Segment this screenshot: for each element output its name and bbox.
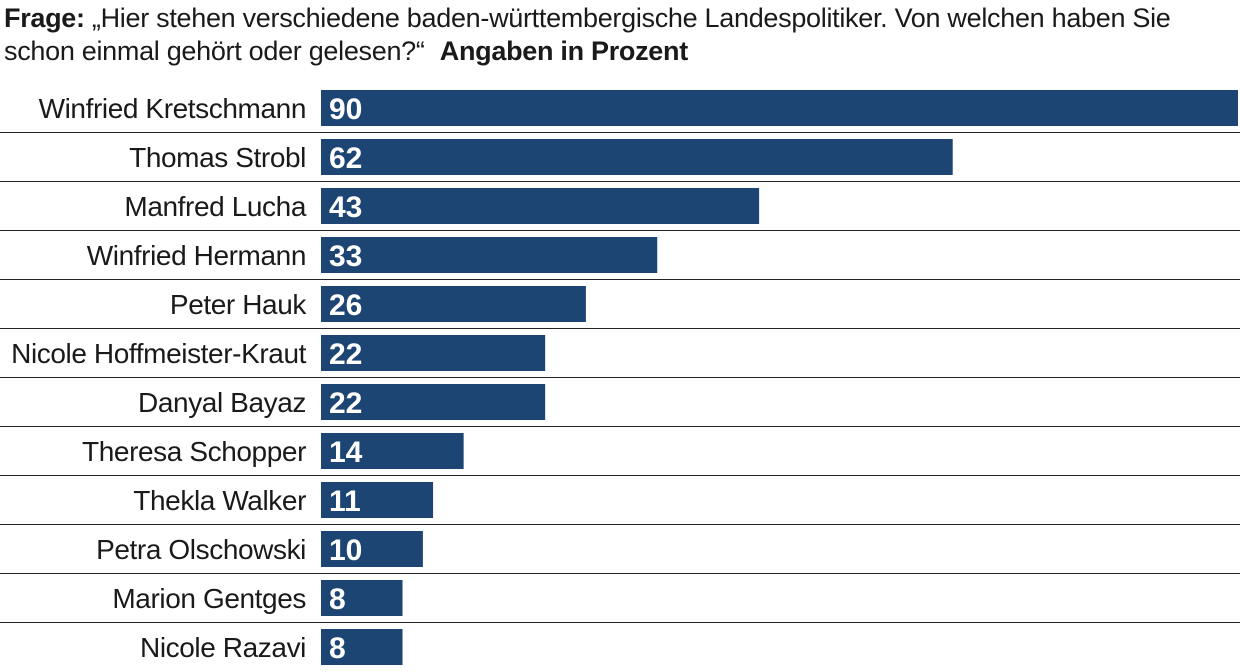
bar-row: Winfried Kretschmann 90 [39,90,1238,126]
bar-value-label: 43 [329,191,362,224]
bar-value-label: 22 [329,387,362,420]
category-label: Theresa Schopper [82,436,306,467]
category-label: Winfried Hermann [87,240,306,271]
bar-row: Peter Hauk 26 [0,279,1240,322]
chart-header: Frage: „Hier stehen verschiedene baden-w… [4,2,1234,68]
bar-row: Danyal Bayaz 22 [0,377,1240,420]
bar [321,335,546,371]
bar-row: Winfried Hermann 33 [0,230,1240,273]
category-label: Thomas Strobl [129,142,306,173]
bar-value-label: 8 [329,583,346,616]
category-label: Thekla Walker [133,485,306,516]
unit-note: Angaben in Prozent [439,36,688,66]
bar [321,237,658,273]
bar-value-label: 26 [329,289,362,322]
bar-row: Theresa Schopper 14 [0,426,1240,469]
bar [321,188,760,224]
bar [321,531,423,567]
bar-row: Petra Olschowski 10 [0,524,1240,567]
bar-row: Thekla Walker 11 [0,475,1240,518]
bar-value-label: 62 [329,142,362,175]
bar [321,139,953,175]
bar-value-label: 11 [329,485,361,518]
bar-value-label: 8 [329,632,346,665]
category-label: Manfred Lucha [124,191,306,222]
bar-value-label: 33 [329,240,362,273]
question-text: „Hier stehen verschiedene baden-württemb… [4,3,1171,66]
category-label: Peter Hauk [170,289,307,320]
bar-value-label: 10 [329,534,362,567]
bar-value-label: 90 [329,93,362,126]
bar [321,433,464,469]
category-label: Winfried Kretschmann [39,93,306,124]
bar [321,90,1238,126]
bar-value-label: 14 [329,436,363,469]
bar-row: Nicole Hoffmeister-Kraut 22 [0,328,1240,371]
bar [321,580,403,616]
bar-row: Manfred Lucha 43 [0,181,1240,224]
category-label: Danyal Bayaz [138,387,306,418]
bar-value-label: 22 [329,338,362,371]
bar-row: Marion Gentges 8 [0,573,1240,616]
category-label: Nicole Hoffmeister-Kraut [11,338,306,369]
bar-row: Thomas Strobl 62 [0,132,1240,175]
bar-row: Nicole Razavi 8 [0,622,1240,665]
category-label: Nicole Razavi [140,632,306,663]
bar [321,482,434,518]
bar [321,384,546,420]
question-prefix: Frage: [4,3,85,33]
bar [321,286,586,322]
bar [321,629,403,665]
category-label: Petra Olschowski [96,534,306,565]
category-label: Marion Gentges [112,583,306,614]
